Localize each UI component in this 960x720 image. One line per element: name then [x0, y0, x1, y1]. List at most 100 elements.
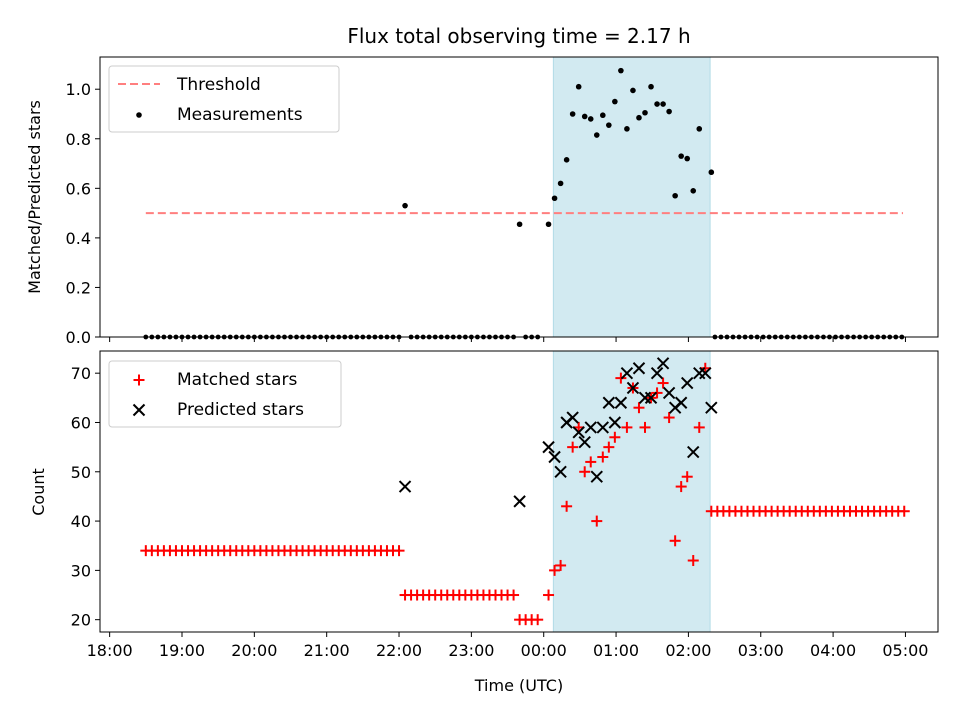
x-tick-label: 20:00 [231, 641, 277, 660]
matched-point [633, 402, 645, 414]
y-tick-label: 20 [71, 611, 91, 630]
y-tick-label: 0.4 [66, 229, 91, 248]
predicted-point [650, 366, 664, 380]
predicted-point [632, 362, 646, 375]
matched-point [532, 614, 544, 626]
predicted-point [602, 396, 616, 409]
matched-point [567, 441, 579, 453]
measurement-point [600, 112, 606, 119]
matched-point [555, 559, 567, 571]
matched-point [579, 466, 591, 478]
matched-point [687, 555, 699, 567]
matched-point [603, 441, 615, 453]
predicted-point [608, 416, 622, 429]
x-tick-label: 05:00 [882, 641, 928, 660]
x-tick-label: 19:00 [159, 641, 205, 660]
predicted-point [572, 426, 585, 439]
predicted-point [644, 391, 658, 405]
measurement-point [516, 221, 523, 228]
bottom-legend-box [108, 360, 342, 428]
predicted-point [620, 366, 634, 380]
measurement-point [545, 221, 552, 228]
predicted-point [578, 435, 591, 449]
matched-point [393, 545, 405, 557]
matched-point [561, 500, 573, 512]
top-x-ticks [109, 337, 906, 342]
bottom-legend: Matched stars Predicted stars [108, 360, 342, 428]
y-tick-label: 50 [71, 463, 91, 482]
legend-predicted-cross [132, 403, 146, 417]
measurement-point [684, 155, 691, 162]
predicted-point [566, 411, 579, 424]
predicted-point [614, 396, 628, 409]
measurement-point [593, 132, 600, 138]
measurement-point [642, 109, 648, 116]
x-axis-label: Time (UTC) [474, 676, 563, 695]
top-y-ticks: 0.0 0.2 0.4 0.6 0.8 1.0 [66, 80, 100, 347]
matched-point [681, 471, 693, 483]
predicted-point [662, 386, 676, 400]
predicted-stars-points [398, 357, 718, 508]
measurement-point [563, 157, 570, 163]
y-tick-label: 30 [71, 561, 91, 580]
matched-point [898, 505, 910, 517]
y-tick-label: 1.0 [66, 80, 91, 99]
top-legend: Threshold Measurements [108, 65, 340, 133]
x-tick-label: 02:00 [665, 641, 711, 660]
measurement-point [606, 122, 612, 128]
matched-point [663, 412, 675, 424]
y-tick-label: 60 [71, 413, 91, 432]
top-highlight-span [552, 56, 711, 338]
measurement-point [696, 126, 703, 132]
matched-point [669, 535, 681, 547]
measurement-point [678, 153, 684, 159]
predicted-point [626, 381, 640, 395]
predicted-point [513, 495, 526, 508]
matched-point [585, 456, 597, 468]
matched-point [591, 515, 603, 527]
predicted-point [699, 366, 712, 380]
top-legend-box [108, 65, 340, 133]
top-ylabel: Matched/Predicted stars [25, 100, 44, 294]
matched-point [543, 589, 555, 601]
matched-point [621, 421, 633, 433]
legend-matched-plus [133, 374, 145, 386]
matched-point [657, 377, 669, 389]
measurement-point [708, 169, 715, 176]
top-measurements [402, 67, 715, 228]
bottom-y-ticks: 20 30 40 50 60 70 [71, 364, 100, 630]
measurement-point [581, 113, 588, 120]
measurement-point [618, 67, 624, 74]
x-tick-label: 01:00 [593, 641, 639, 660]
x-tick-label: 00:00 [521, 641, 567, 660]
matched-point [508, 589, 520, 601]
predicted-point [674, 396, 688, 409]
x-tick-label: 21:00 [304, 641, 350, 660]
matched-point [597, 451, 609, 463]
matched-point [639, 421, 651, 433]
legend-measurements-label: Measurements [177, 105, 303, 125]
measurement-point [569, 111, 576, 117]
bottom-axes-frame [99, 350, 939, 633]
x-tick-label: 22:00 [376, 641, 422, 660]
measurement-point [690, 188, 697, 194]
y-tick-label: 0.2 [66, 278, 91, 297]
legend-matched-label: Matched stars [177, 370, 297, 390]
measurement-point [551, 195, 558, 202]
legend-predicted-label: Predicted stars [177, 400, 304, 420]
y-tick-label: 0.6 [66, 179, 91, 198]
measurement-point [672, 192, 678, 199]
predicted-point [554, 465, 567, 478]
y-tick-label: 0.8 [66, 130, 91, 149]
matched-point [675, 481, 687, 493]
predicted-point [548, 450, 561, 464]
bottom-x-ticks: 18:00 19:00 20:00 21:00 22:00 23:00 00:00 01:00… [87, 632, 928, 660]
measurement-point [624, 126, 630, 132]
bottom-panel: 20 30 40 50 60 70 18:00 19:00 20:00 21:00 22:00 23… [29, 350, 939, 695]
x-tick-label: 04:00 [810, 641, 856, 660]
matched-point [693, 421, 705, 433]
measurement-point [402, 202, 408, 209]
legend-matched-marker [133, 374, 145, 386]
predicted-point [656, 357, 670, 370]
